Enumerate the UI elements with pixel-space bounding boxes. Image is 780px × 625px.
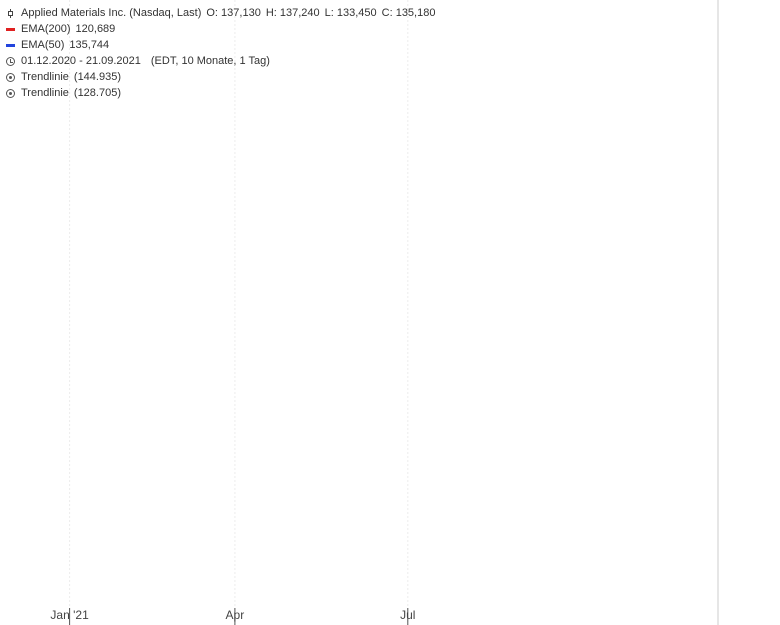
- trend1-value: (144.935): [73, 71, 121, 83]
- ema200-value: 120,689: [75, 23, 116, 35]
- legend-trend1-row[interactable]: Trendlinie (144.935): [6, 69, 435, 85]
- bar-chart-icon: [6, 8, 15, 18]
- ema50-value: 135,744: [69, 39, 110, 51]
- trend2-value: (128.705): [73, 87, 121, 99]
- trend2-label: Trendlinie: [21, 87, 69, 99]
- high-value: H: 137,240: [265, 7, 320, 19]
- instrument-label: Applied Materials Inc. (Nasdaq, Last): [21, 7, 202, 19]
- range-meta: (EDT, 10 Monate, 1 Tag): [150, 55, 270, 67]
- legend-instrument-row: Applied Materials Inc. (Nasdaq, Last) O:…: [6, 5, 435, 21]
- range-label: 01.12.2020 - 21.09.2021: [21, 55, 141, 67]
- trendline-icon: [6, 88, 15, 98]
- trend1-label: Trendlinie: [21, 71, 69, 83]
- x-axis: Jan '21 Apr Jul: [50, 0, 415, 625]
- close-value: C: 135,180: [381, 7, 436, 19]
- legend-trend2-row[interactable]: Trendlinie (128.705): [6, 85, 435, 101]
- legend-ema50-row[interactable]: EMA(50) 135,744: [6, 37, 435, 53]
- legend-ema200-row[interactable]: EMA(200) 120,689: [6, 21, 435, 37]
- trendline-icon: [6, 72, 15, 82]
- ema50-swatch: [6, 43, 15, 47]
- legend-range-row: 01.12.2020 - 21.09.2021 (EDT, 10 Monate,…: [6, 53, 435, 69]
- open-value: O: 137,130: [206, 7, 261, 19]
- ema200-swatch: [6, 27, 15, 31]
- x-tick-label: Jul: [400, 608, 415, 622]
- x-tick-label: Apr: [226, 608, 245, 622]
- chart-legend: Applied Materials Inc. (Nasdaq, Last) O:…: [6, 5, 435, 101]
- x-tick-label: Jan '21: [50, 608, 89, 622]
- ema50-label: EMA(50): [21, 39, 65, 51]
- clock-icon: [6, 56, 15, 66]
- ema200-label: EMA(200): [21, 23, 71, 35]
- low-value: L: 133,450: [324, 7, 377, 19]
